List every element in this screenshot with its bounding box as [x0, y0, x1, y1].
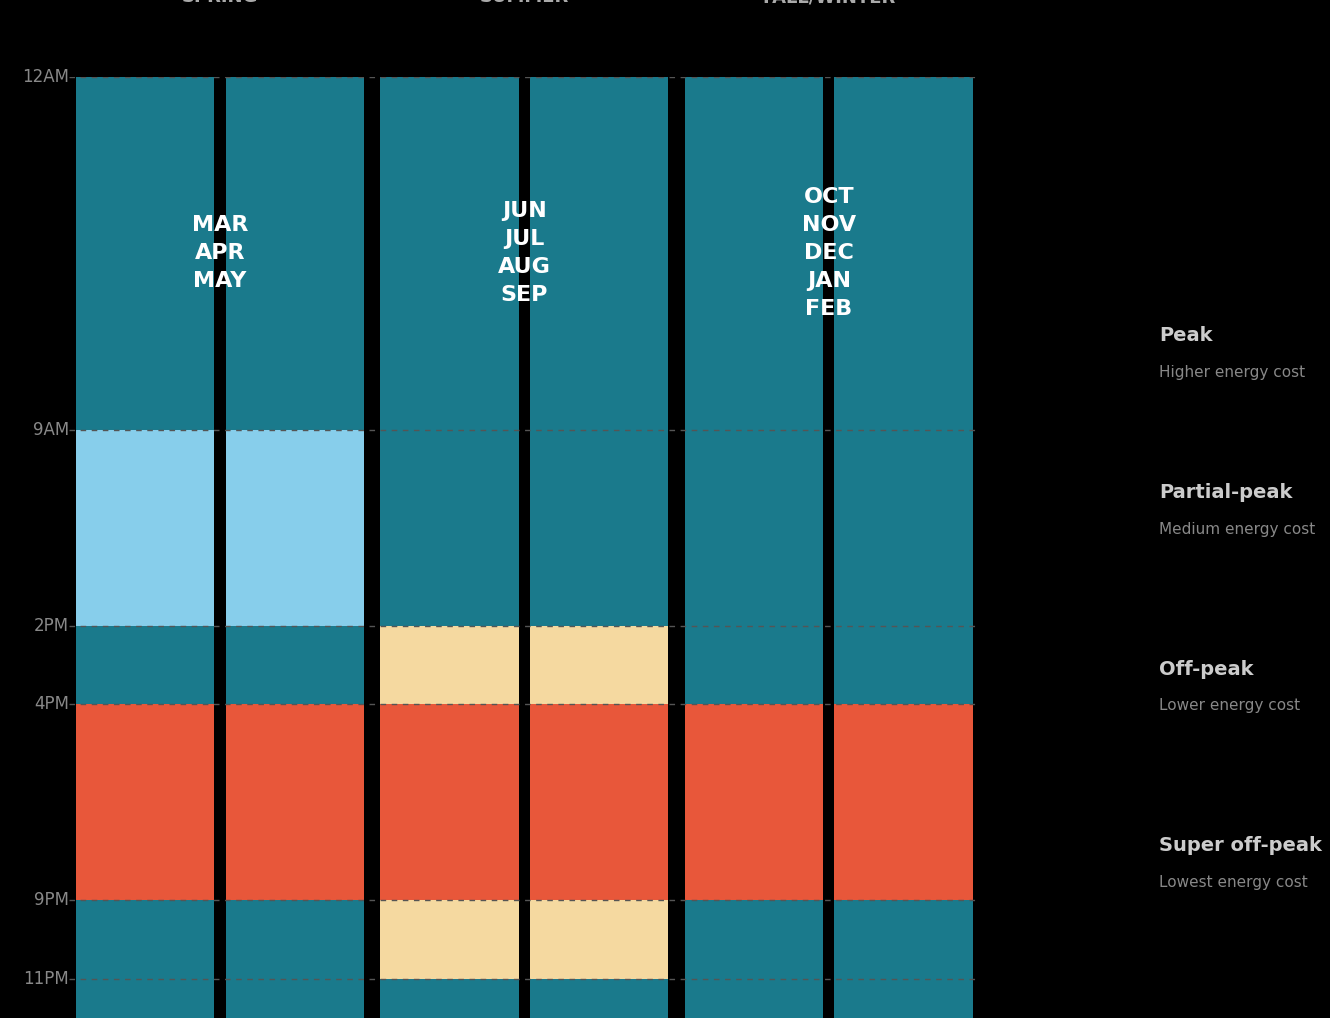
- Bar: [529, 76, 668, 626]
- Bar: [685, 76, 823, 704]
- Bar: [226, 704, 364, 900]
- Text: OCT
NOV
DEC
JAN
FEB: OCT NOV DEC JAN FEB: [802, 187, 855, 320]
- Bar: [380, 626, 519, 704]
- Text: Lower energy cost: Lower energy cost: [1160, 698, 1301, 714]
- Text: 11PM: 11PM: [24, 970, 69, 987]
- Text: Lowest energy cost: Lowest energy cost: [1160, 874, 1309, 890]
- Bar: [226, 76, 364, 430]
- Text: MAR
APR
MAY: MAR APR MAY: [192, 215, 249, 291]
- Bar: [1021, 493, 1132, 524]
- Bar: [380, 900, 519, 978]
- Text: Super off-peak: Super off-peak: [1160, 836, 1322, 855]
- Text: Partial-peak: Partial-peak: [1160, 484, 1293, 502]
- Text: FALL/WINTER: FALL/WINTER: [762, 0, 895, 6]
- Text: Peak: Peak: [1160, 327, 1213, 345]
- Bar: [685, 704, 823, 900]
- Bar: [529, 900, 668, 978]
- Bar: [76, 704, 214, 900]
- Bar: [226, 626, 364, 704]
- Text: 4PM: 4PM: [35, 695, 69, 714]
- Bar: [834, 76, 972, 704]
- Bar: [834, 900, 972, 1018]
- Bar: [76, 626, 214, 704]
- Text: 9AM: 9AM: [33, 420, 69, 439]
- Text: JUN
JUL
AUG
SEP: JUN JUL AUG SEP: [497, 202, 551, 305]
- Bar: [226, 430, 364, 626]
- Text: SPRING: SPRING: [182, 0, 258, 6]
- Bar: [226, 900, 364, 1018]
- Bar: [380, 704, 519, 900]
- Bar: [834, 704, 972, 900]
- Bar: [380, 978, 519, 1018]
- Bar: [76, 900, 214, 1018]
- Text: 12AM: 12AM: [23, 68, 69, 86]
- Bar: [1021, 336, 1132, 367]
- Bar: [1021, 845, 1132, 876]
- Text: Off-peak: Off-peak: [1160, 660, 1254, 679]
- Text: SUMMER: SUMMER: [480, 0, 569, 6]
- Bar: [529, 978, 668, 1018]
- Bar: [76, 430, 214, 626]
- Bar: [1021, 669, 1132, 700]
- Text: 2PM: 2PM: [35, 617, 69, 635]
- Text: 9PM: 9PM: [35, 892, 69, 909]
- Bar: [380, 76, 519, 626]
- Bar: [76, 76, 214, 430]
- Bar: [685, 900, 823, 1018]
- Bar: [529, 704, 668, 900]
- Text: Higher energy cost: Higher energy cost: [1160, 365, 1306, 380]
- Bar: [529, 626, 668, 704]
- Text: Medium energy cost: Medium energy cost: [1160, 522, 1315, 536]
